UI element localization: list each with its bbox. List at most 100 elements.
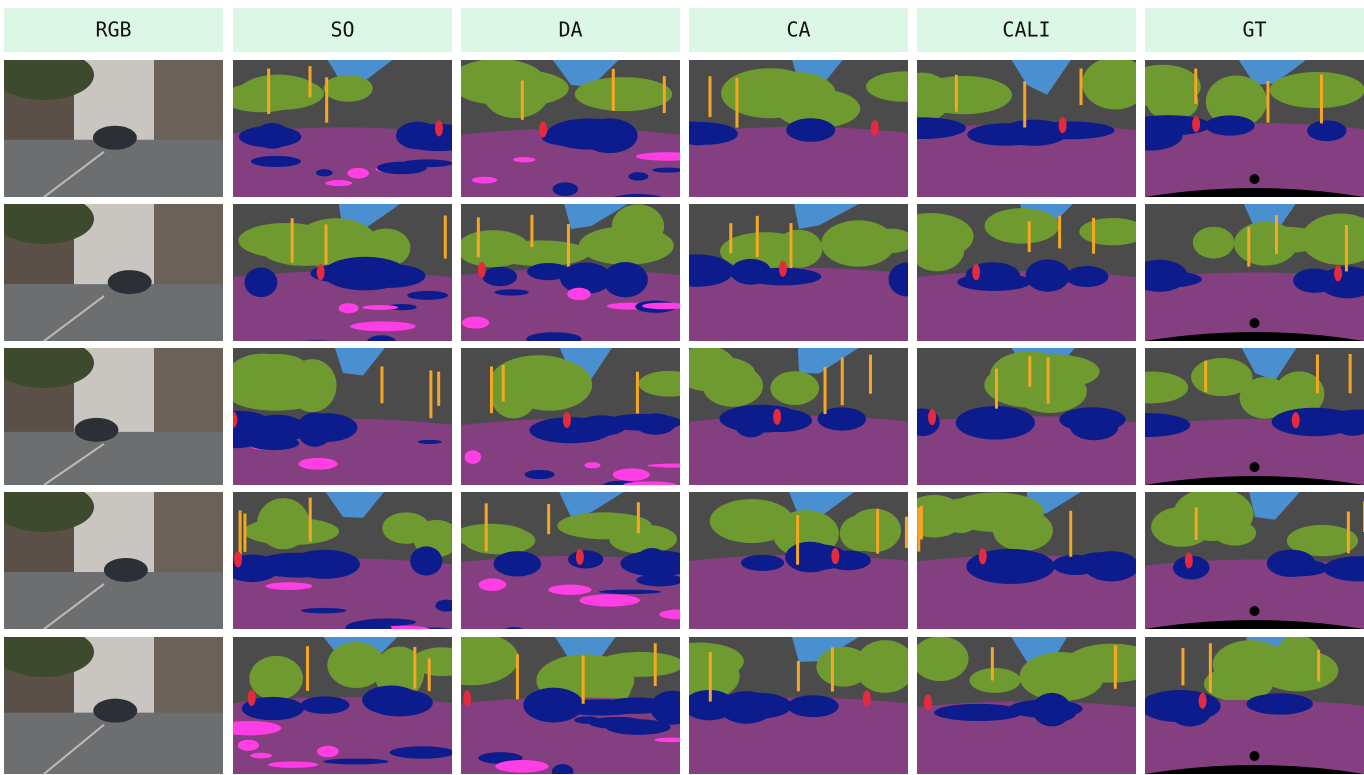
sky [791, 637, 859, 662]
car [1065, 266, 1109, 288]
sky [555, 637, 616, 671]
noise-blob [325, 180, 353, 187]
noise-blob [494, 289, 529, 296]
pole [308, 497, 312, 542]
pole [1027, 221, 1031, 252]
car [352, 263, 426, 288]
pole [1274, 215, 1278, 255]
photo-trees [4, 60, 94, 100]
car [244, 267, 278, 298]
ego-mark [1249, 462, 1260, 472]
vegetation [969, 667, 1021, 693]
car [546, 118, 632, 150]
car [560, 262, 612, 294]
car [719, 691, 773, 724]
image-cell [4, 204, 223, 341]
noise-blob [316, 169, 333, 177]
sky [794, 204, 859, 229]
image-cell [4, 60, 223, 197]
car [966, 548, 1055, 584]
pole [755, 215, 759, 258]
noise-blob [628, 172, 649, 181]
vegetation [507, 358, 593, 411]
noise-blob [300, 607, 347, 614]
noise-blob [641, 302, 680, 310]
vegetation [1203, 666, 1274, 702]
pole [840, 357, 844, 406]
noise-blob [598, 589, 662, 595]
sky [1238, 60, 1307, 85]
car [957, 273, 1032, 291]
car [482, 266, 518, 287]
pole [1346, 511, 1350, 554]
photo-car [93, 698, 138, 723]
person [1184, 552, 1193, 569]
noise-blob [574, 716, 601, 724]
noise-blob [504, 627, 524, 629]
pole [636, 502, 640, 534]
person [434, 120, 443, 137]
sky [334, 348, 385, 376]
road [689, 126, 908, 197]
pole [830, 647, 834, 692]
vegetation [984, 208, 1060, 244]
pole [1058, 215, 1062, 249]
pole [823, 366, 827, 415]
noise-blob [623, 481, 676, 485]
noise-blob [345, 620, 392, 629]
pole [443, 215, 447, 259]
image-cell [1145, 204, 1364, 341]
vegetation [854, 640, 908, 693]
noise-blob [265, 582, 313, 590]
noise-blob [233, 442, 252, 449]
pole [305, 646, 309, 691]
car [1323, 556, 1364, 582]
vegetation [1301, 213, 1364, 265]
noise-blob [316, 745, 339, 758]
car [1027, 121, 1115, 140]
image-cell [233, 492, 452, 629]
vegetation [919, 81, 964, 106]
image-cell [461, 60, 680, 197]
photo-lane [43, 583, 105, 629]
column-header: DA [558, 18, 582, 42]
noise-blob [367, 335, 396, 341]
photo-buildings [154, 348, 223, 434]
image-cell [461, 204, 680, 341]
car [493, 551, 542, 577]
car [527, 262, 570, 281]
noise-blob [613, 194, 662, 197]
ego-hood [1145, 620, 1364, 629]
person [1291, 412, 1300, 429]
car [1173, 555, 1210, 580]
photo-trees [4, 637, 94, 677]
car [635, 413, 676, 435]
pole [868, 354, 872, 394]
car [1266, 549, 1316, 578]
photo-buildings [154, 204, 223, 287]
pole [267, 68, 271, 114]
photo-trees [4, 348, 94, 388]
photo-road [4, 571, 223, 629]
vegetation [1192, 226, 1235, 259]
pole [904, 516, 908, 549]
noise-blob [635, 152, 680, 161]
noise-blob [495, 760, 549, 773]
photo-lane [43, 295, 105, 341]
noise-blob [652, 167, 680, 173]
car [1205, 115, 1255, 136]
photo-buildings [154, 492, 223, 574]
vegetation [1286, 524, 1359, 557]
vegetation [917, 637, 969, 682]
vegetation [866, 71, 908, 102]
car [1246, 693, 1313, 715]
pole [917, 507, 921, 552]
pole [1028, 355, 1032, 387]
vegetation [1145, 371, 1189, 404]
noise-blob [513, 156, 536, 163]
car [787, 695, 839, 718]
noise-blob [241, 486, 277, 491]
noise-blob [654, 737, 680, 743]
photo-road [4, 139, 223, 197]
image-cell [461, 492, 680, 629]
